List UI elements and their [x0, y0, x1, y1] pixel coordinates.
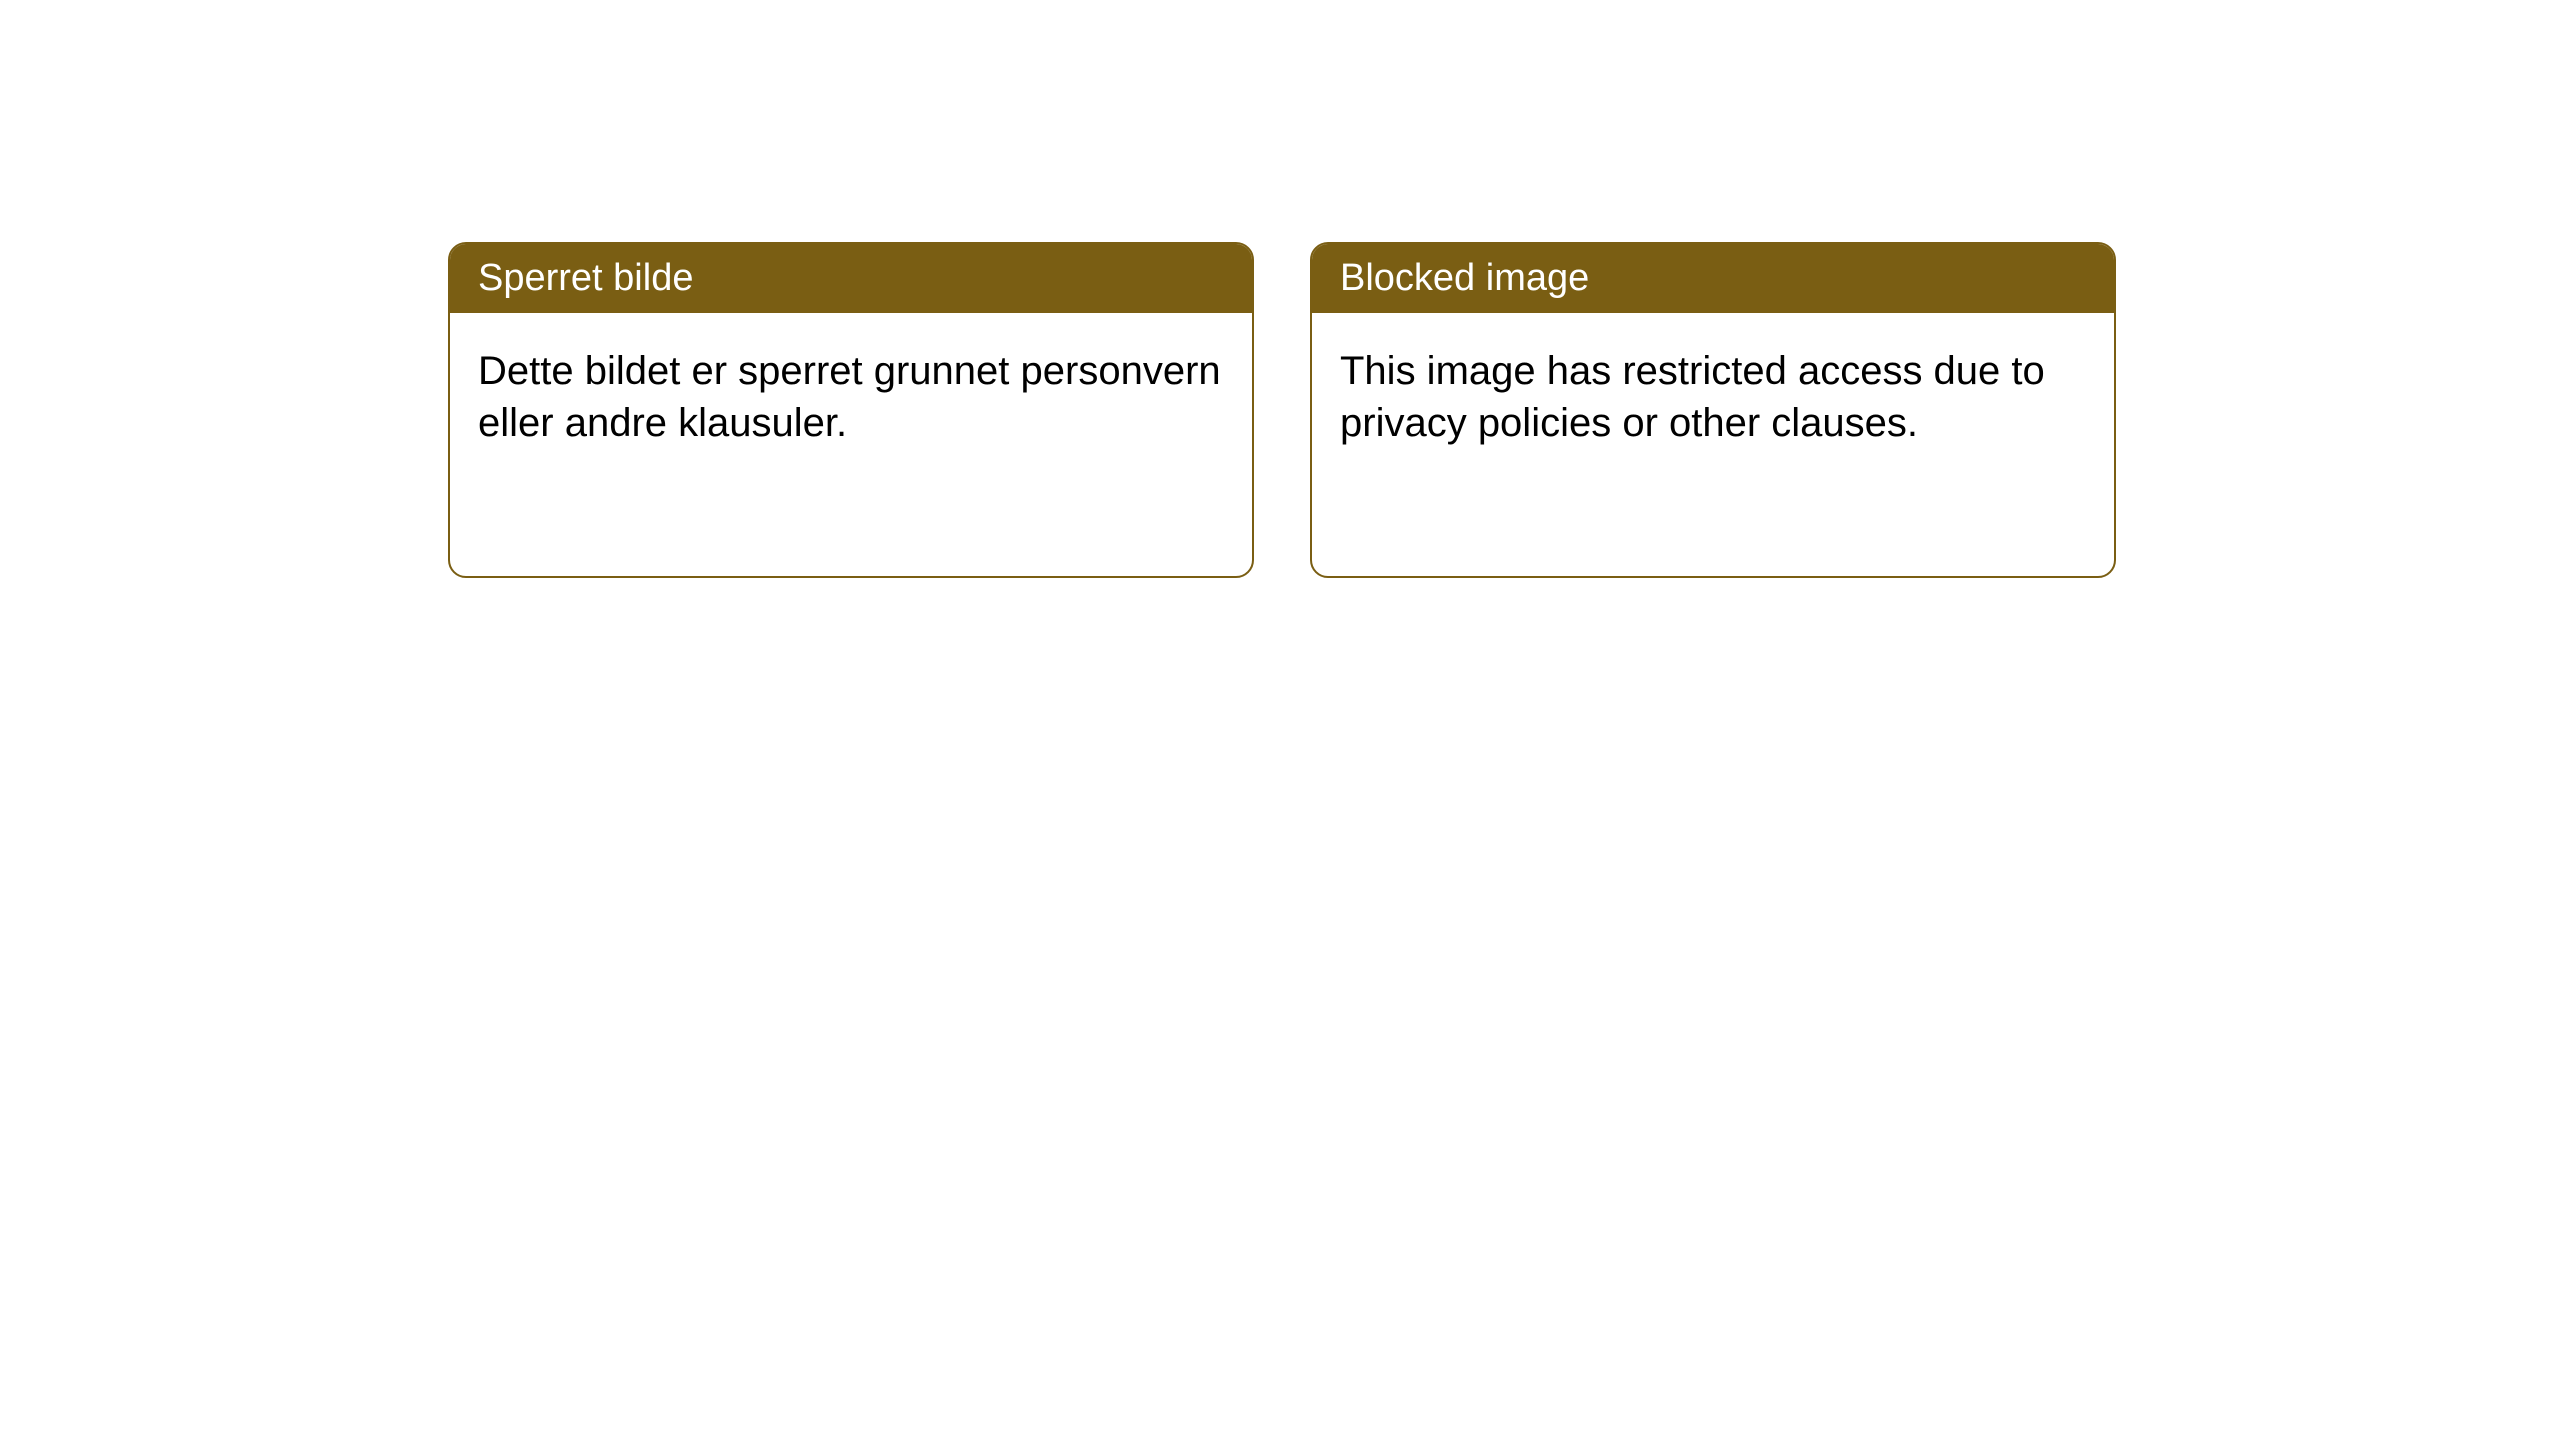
notice-body: This image has restricted access due to … — [1312, 313, 2114, 481]
notice-container: Sperret bilde Dette bildet er sperret gr… — [448, 242, 2116, 578]
notice-header: Blocked image — [1312, 244, 2114, 313]
notice-card-norwegian: Sperret bilde Dette bildet er sperret gr… — [448, 242, 1254, 578]
notice-header: Sperret bilde — [450, 244, 1252, 313]
notice-card-english: Blocked image This image has restricted … — [1310, 242, 2116, 578]
notice-body: Dette bildet er sperret grunnet personve… — [450, 313, 1252, 481]
